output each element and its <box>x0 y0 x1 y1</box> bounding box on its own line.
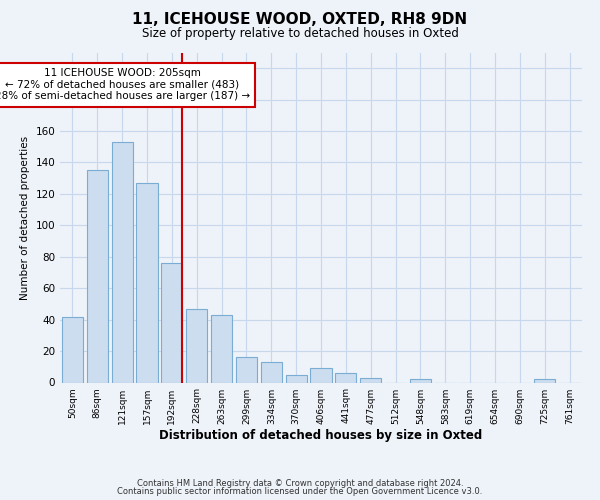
Bar <box>161 263 182 382</box>
Bar <box>112 142 133 382</box>
Bar <box>87 170 108 382</box>
Bar <box>410 380 431 382</box>
X-axis label: Distribution of detached houses by size in Oxted: Distribution of detached houses by size … <box>160 430 482 442</box>
Bar <box>360 378 381 382</box>
Bar <box>310 368 332 382</box>
Text: 11 ICEHOUSE WOOD: 205sqm
← 72% of detached houses are smaller (483)
28% of semi-: 11 ICEHOUSE WOOD: 205sqm ← 72% of detach… <box>0 68 250 102</box>
Text: Size of property relative to detached houses in Oxted: Size of property relative to detached ho… <box>142 28 458 40</box>
Bar <box>236 358 257 382</box>
Bar <box>186 308 207 382</box>
Y-axis label: Number of detached properties: Number of detached properties <box>20 136 30 300</box>
Bar <box>211 315 232 382</box>
Bar <box>62 316 83 382</box>
Text: 11, ICEHOUSE WOOD, OXTED, RH8 9DN: 11, ICEHOUSE WOOD, OXTED, RH8 9DN <box>133 12 467 28</box>
Text: Contains public sector information licensed under the Open Government Licence v3: Contains public sector information licen… <box>118 487 482 496</box>
Bar <box>286 374 307 382</box>
Bar <box>261 362 282 382</box>
Text: Contains HM Land Registry data © Crown copyright and database right 2024.: Contains HM Land Registry data © Crown c… <box>137 478 463 488</box>
Bar <box>136 183 158 382</box>
Bar <box>534 380 555 382</box>
Bar <box>335 373 356 382</box>
